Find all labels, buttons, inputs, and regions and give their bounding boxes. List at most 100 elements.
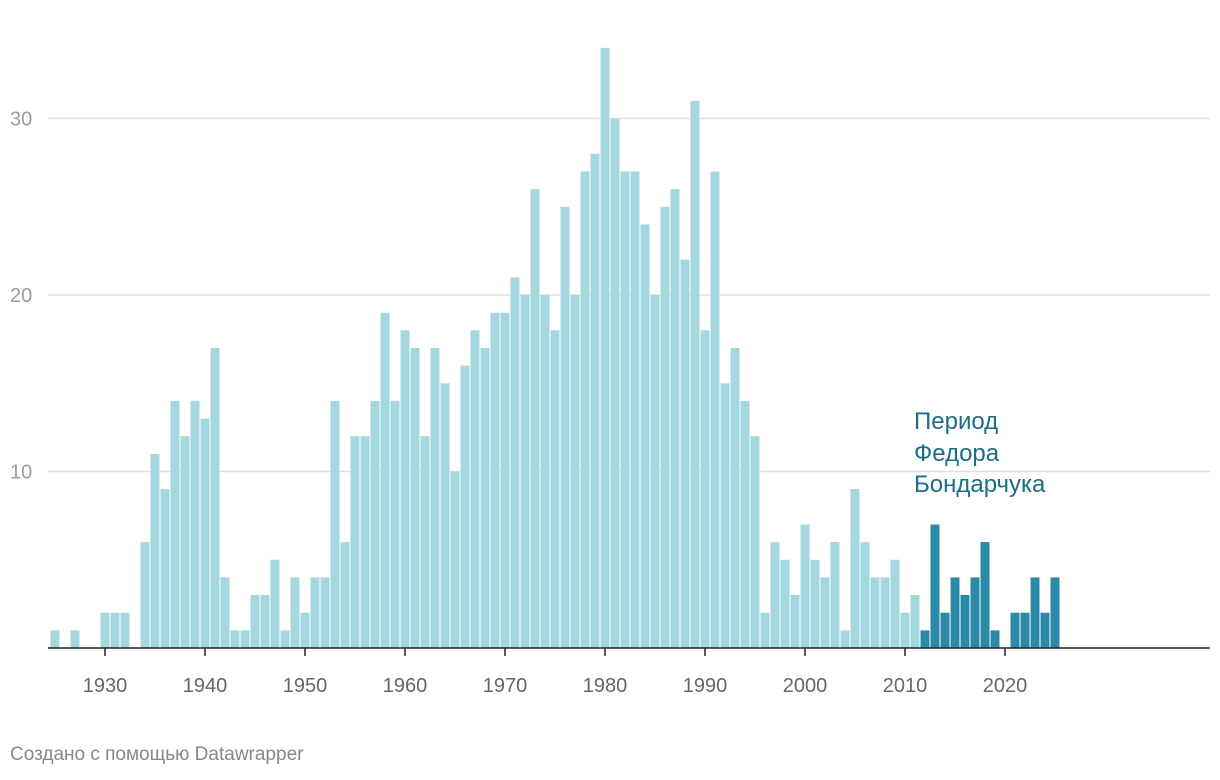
bar-1953 xyxy=(330,400,340,648)
bar-1941 xyxy=(210,348,220,648)
bar-1999 xyxy=(790,595,800,648)
bar-2010 xyxy=(900,612,910,648)
bar-1998 xyxy=(780,559,790,649)
annotation-line-2: Федора xyxy=(914,440,1000,467)
x-axis-ticks: 1930 1940 1950 1960 1970 1980 1990 2000 2010 2020 xyxy=(83,648,1028,697)
bar-1978 xyxy=(580,171,590,648)
bar-1997 xyxy=(770,542,780,648)
bar-1973 xyxy=(530,189,540,648)
bar-1970 xyxy=(500,312,510,648)
bar-1944 xyxy=(240,630,250,648)
bar-2023 xyxy=(1030,577,1040,648)
x-tick-label: 2000 xyxy=(783,675,828,697)
bar-1963 xyxy=(430,348,440,648)
y-tick-label: 10 xyxy=(10,462,32,484)
bar-1959 xyxy=(390,400,400,648)
bar-1969 xyxy=(490,312,500,648)
bar-1935 xyxy=(150,453,160,648)
bar-1946 xyxy=(260,595,270,648)
bar-2000 xyxy=(800,524,810,648)
bar-2011 xyxy=(910,595,920,648)
bar-1991 xyxy=(710,171,720,648)
bar-1954 xyxy=(340,542,350,648)
bar-1927 xyxy=(70,630,80,648)
bar-1972 xyxy=(520,295,530,648)
bar-2016 xyxy=(960,595,970,648)
bar-1988 xyxy=(680,259,690,648)
bar-1993 xyxy=(730,348,740,648)
bar-1986 xyxy=(660,206,670,649)
bar-2006 xyxy=(860,542,870,648)
x-tick-label: 1950 xyxy=(283,675,328,697)
bar-1995 xyxy=(750,436,760,648)
bar-2022 xyxy=(1020,612,1030,648)
bar-1983 xyxy=(630,171,640,648)
bar-1943 xyxy=(230,630,240,648)
bar-2008 xyxy=(880,577,890,648)
bar-1949 xyxy=(290,577,300,648)
bar-1961 xyxy=(410,348,420,648)
bar-2012 xyxy=(920,630,930,648)
bar-2003 xyxy=(830,542,840,648)
credit-text: Создано с помощью Datawrapper xyxy=(10,744,304,765)
bar-1982 xyxy=(620,171,630,648)
bar-1937 xyxy=(170,400,180,648)
bar-1984 xyxy=(640,224,650,648)
bar-2004 xyxy=(840,630,850,648)
bar-1987 xyxy=(670,189,680,648)
bar-2025 xyxy=(1050,577,1060,648)
x-tick-label: 2010 xyxy=(883,675,928,697)
x-tick-label: 1970 xyxy=(483,675,528,697)
bar-2015 xyxy=(950,577,960,648)
bar-1980 xyxy=(600,47,610,648)
x-tick-label: 1990 xyxy=(683,675,728,697)
bar-2017 xyxy=(970,577,980,648)
bar-1938 xyxy=(180,436,190,648)
bar-1940 xyxy=(200,418,210,648)
bar-1965 xyxy=(450,471,460,648)
annotation-line-1: Период xyxy=(914,408,998,435)
bar-1931 xyxy=(110,612,120,648)
bar-2014 xyxy=(940,612,950,648)
bar-2002 xyxy=(820,577,830,648)
bar-1990 xyxy=(700,330,710,648)
bar-1958 xyxy=(380,312,390,648)
bar-1981 xyxy=(610,118,620,648)
bar-1955 xyxy=(350,436,360,648)
bar-1985 xyxy=(650,295,660,648)
bar-1976 xyxy=(560,206,570,649)
bar-1957 xyxy=(370,400,380,648)
bar-1967 xyxy=(470,330,480,648)
bar-1930 xyxy=(100,612,110,648)
x-tick-label: 1940 xyxy=(183,675,228,697)
bar-1945 xyxy=(250,595,260,648)
bar-1925 xyxy=(50,630,60,648)
y-axis-ticks: 10 20 30 xyxy=(10,109,32,484)
bar-1950 xyxy=(300,612,310,648)
bar-2009 xyxy=(890,559,900,649)
bar-1994 xyxy=(740,400,750,648)
bar-1989 xyxy=(690,100,700,648)
bar-1956 xyxy=(360,436,370,648)
bar-2024 xyxy=(1040,612,1050,648)
bar-2018 xyxy=(980,542,990,648)
bar-1947 xyxy=(270,559,280,649)
bars-group xyxy=(50,47,1060,649)
x-tick-label: 1930 xyxy=(83,675,128,697)
bar-1962 xyxy=(420,436,430,648)
bar-1951 xyxy=(310,577,320,648)
bar-1964 xyxy=(440,383,450,649)
bar-2013 xyxy=(930,524,940,648)
x-tick-label: 2020 xyxy=(983,675,1028,697)
y-tick-label: 30 xyxy=(10,109,32,131)
bar-1996 xyxy=(760,612,770,648)
x-tick-label: 1960 xyxy=(383,675,428,697)
bar-2019 xyxy=(990,630,1000,648)
bar-1975 xyxy=(550,330,560,648)
bar-2007 xyxy=(870,577,880,648)
annotation-line-3: Бондарчука xyxy=(914,471,1046,498)
bar-1932 xyxy=(120,612,130,648)
bar-2001 xyxy=(810,559,820,649)
bar-1939 xyxy=(190,400,200,648)
